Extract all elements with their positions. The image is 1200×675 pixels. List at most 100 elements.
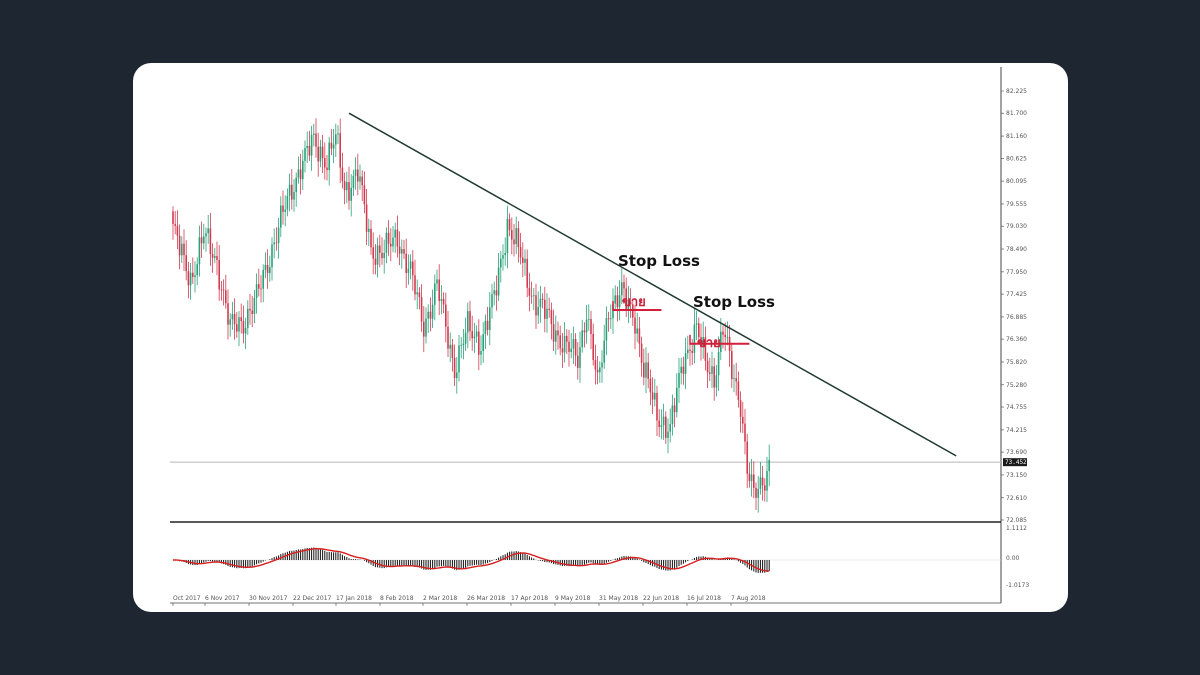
candle-body (693, 324, 696, 353)
candle-body (715, 375, 718, 388)
candle-body (596, 369, 599, 373)
candle-body (288, 184, 291, 196)
x-tick-label: 26 Mar 2018 (467, 595, 505, 602)
trendline-group (348, 112, 957, 457)
candle-body (656, 392, 658, 421)
x-tick-label: 6 Nov 2017 (205, 595, 240, 602)
candle-body (363, 185, 366, 205)
candle-body (332, 144, 335, 149)
candle-body (467, 311, 469, 333)
candle-body (361, 176, 363, 186)
candle-body (396, 229, 399, 247)
y-tick-label: 79.030 (1006, 223, 1027, 230)
chart-card: 82.225 81.700 81.160 80.625 80.095 79.555 79.0… (133, 63, 1068, 612)
y-tick-label: 74.215 (1006, 427, 1027, 434)
candle-body (722, 331, 724, 335)
candle-body (427, 311, 429, 319)
candle-body (640, 343, 643, 363)
candle-body (383, 252, 385, 259)
candle-body (304, 147, 306, 161)
candle-body (436, 279, 438, 284)
candle-body (638, 328, 641, 344)
candle-body (280, 205, 282, 228)
candle-body (667, 431, 669, 438)
current-price-value: 73.452 (1005, 459, 1027, 466)
candle-body (198, 237, 201, 265)
candle-body (634, 317, 636, 334)
candle-body (616, 295, 619, 308)
candle-body (407, 268, 410, 274)
x-tick-label: 9 May 2018 (555, 595, 590, 602)
candle-body (559, 335, 561, 349)
candle-body (671, 405, 674, 424)
candle-body (731, 351, 733, 380)
candle-body (636, 328, 638, 334)
candle-body (673, 405, 676, 413)
candle-body (258, 284, 260, 289)
candle-body (748, 473, 751, 482)
candle-body (746, 441, 748, 474)
sell-label-2: ขาย (697, 336, 721, 351)
candle-body (572, 339, 575, 349)
candle-body (651, 392, 654, 400)
candle-body (178, 235, 181, 256)
candle-body (242, 321, 245, 334)
candle-body (585, 319, 588, 333)
candle-body (328, 142, 330, 171)
candle-body (473, 336, 476, 339)
candle-body (453, 357, 456, 379)
candle-body (352, 175, 355, 188)
candle-body (240, 317, 242, 322)
candle-body (515, 228, 517, 245)
candle-body (341, 167, 344, 182)
candle-body (526, 258, 528, 288)
candle-body (561, 348, 564, 353)
y-tick-label: 72.085 (1006, 517, 1027, 524)
y-tick-label: 80.625 (1006, 156, 1027, 163)
candle-body (222, 289, 225, 291)
candle-body (568, 341, 570, 352)
candle-body (504, 252, 506, 256)
candle-body (621, 282, 623, 296)
candle-body (218, 259, 220, 290)
candle-body (247, 308, 249, 328)
candle-body (456, 372, 458, 379)
candle-body (658, 420, 660, 428)
candle-body (550, 310, 553, 324)
candle-body (643, 362, 645, 378)
candle-body (293, 191, 295, 200)
candle-body (425, 318, 427, 337)
y-tick-label: 77.425 (1006, 291, 1027, 298)
candle-body (737, 381, 740, 401)
candle-body (403, 249, 405, 254)
candle-body (357, 169, 359, 182)
candle-body (192, 272, 194, 277)
candle-body (579, 347, 581, 368)
candle-body (649, 378, 652, 393)
candle-body (339, 133, 341, 168)
candle-body (255, 284, 258, 298)
candle-body (326, 167, 328, 171)
candle-body (412, 261, 414, 276)
candle-body (189, 272, 192, 286)
price-chart: 82.225 81.700 81.160 80.625 80.095 79.555 79.0… (170, 67, 1029, 606)
candle-body (418, 292, 421, 298)
candle-body (233, 314, 236, 325)
candle-body (539, 298, 542, 307)
candle-body (530, 295, 533, 297)
candle-body (434, 283, 436, 305)
candle-body (359, 176, 361, 182)
candle-body (315, 133, 317, 147)
y-tick-label: 77.950 (1006, 269, 1027, 276)
candle-body (216, 256, 218, 260)
candle-body (447, 326, 449, 349)
candle-body (451, 344, 454, 358)
candle-body (614, 295, 616, 304)
candle-body (599, 367, 601, 373)
candle-body (416, 292, 418, 295)
candle-body (601, 362, 603, 368)
candle-body (590, 319, 592, 334)
candle-body (196, 264, 198, 276)
x-tick-label: 16 Jul 2018 (687, 595, 721, 602)
candle-body (229, 319, 231, 325)
